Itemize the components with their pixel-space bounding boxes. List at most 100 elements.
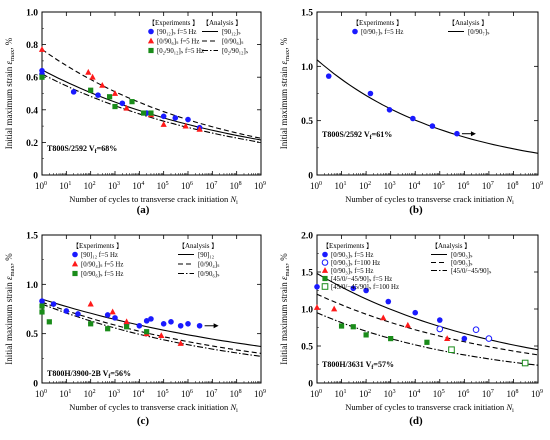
chart-panel-2: 100 101 102 103 104 105 106 107 108 109 0 0.5 1.0 1.5… <box>279 9 543 207</box>
legend-ana-label: [45/0/−45/90]ₛ <box>451 268 492 275</box>
x-tick-label: 103 <box>384 181 396 191</box>
data-point <box>111 90 119 96</box>
data-point <box>87 300 94 307</box>
x-tick-label: 107 <box>205 389 217 399</box>
data-point <box>160 121 167 127</box>
x-tick-label: 109 <box>531 389 543 399</box>
data-point <box>148 110 154 116</box>
data-point <box>521 359 529 367</box>
y-tick-label: 1.5 <box>301 9 313 19</box>
data-point <box>70 89 77 95</box>
data-point <box>472 326 480 334</box>
x-tick-label: 100 <box>35 181 47 191</box>
y-tick-label: 1.5 <box>301 269 313 279</box>
panel-label-3: (c) <box>137 415 150 427</box>
data-point <box>112 315 118 321</box>
data-point <box>461 335 468 342</box>
analysis-curve-dashdot <box>41 303 262 357</box>
y-axis-label: Initial maximum strain εmax, % <box>279 253 291 365</box>
data-point <box>136 322 143 329</box>
data-point <box>89 73 96 80</box>
data-point <box>485 335 493 342</box>
data-point <box>160 321 167 327</box>
x-tick-label: 104 <box>408 181 420 191</box>
x-tick-label: 107 <box>205 181 217 191</box>
x-tick-label: 109 <box>531 181 543 191</box>
legend-exp-label: [0/90₆]ₛ f=5 Hz <box>157 39 199 46</box>
x-tick-label: 105 <box>433 389 445 399</box>
data-point <box>185 321 191 327</box>
legend-marker <box>72 270 78 277</box>
data-point <box>46 319 52 325</box>
data-point <box>143 318 150 324</box>
y-tick-label: 0.5 <box>301 117 313 127</box>
x-tick-label: 101 <box>59 181 71 191</box>
data-point <box>424 339 430 345</box>
y-tick-label: 0.5 <box>301 343 313 353</box>
x-axis-label: Number of cycles to transverse crack ini… <box>345 402 514 414</box>
data-point <box>39 309 45 315</box>
data-point <box>325 73 332 79</box>
material-annotation: T800H/3631 Vf=57% <box>322 360 394 371</box>
y-axis-label: Initial maximum strain εmax, % <box>279 37 291 149</box>
legend-exp-label: [45/0/−45/90]ₛ f=100 Hz <box>331 284 399 291</box>
x-tick-label: 104 <box>132 181 144 191</box>
y-tick-label: 1.5 <box>26 232 38 242</box>
legend-ana-label: [90₁₂]ₛ <box>222 29 241 36</box>
legend-marker <box>321 283 329 290</box>
data-point <box>75 311 81 317</box>
data-point <box>444 335 451 341</box>
legend-exp-label: [90₁₂]ₛ f=5 Hz <box>157 29 196 36</box>
panel-label-1: (a) <box>137 204 150 216</box>
data-point <box>88 321 94 327</box>
data-point <box>38 46 46 52</box>
x-tick-label: 104 <box>132 389 144 399</box>
legend-marker <box>321 259 329 266</box>
x-axis-label: Number of cycles to transverse crack ini… <box>69 194 238 206</box>
legend-exp-header: 【Experiments 】 <box>148 19 199 27</box>
x-tick-label: 105 <box>433 181 445 191</box>
data-point <box>185 116 191 123</box>
data-point <box>196 322 203 329</box>
data-point <box>107 94 113 100</box>
x-tick-label: 103 <box>108 389 120 399</box>
data-point <box>350 285 357 292</box>
data-point <box>386 107 393 113</box>
legend-marker <box>71 260 79 267</box>
analysis-curve-dashdot <box>41 73 262 143</box>
x-tick-label: 106 <box>457 389 469 399</box>
x-tick-label: 107 <box>482 181 494 191</box>
legend-exp-label: [0/90₄]ₛ f=5 Hz <box>81 262 123 269</box>
y-tick-label: 0 <box>33 172 38 182</box>
y-tick-label: 0.4 <box>26 106 38 116</box>
x-tick-label: 102 <box>84 181 96 191</box>
x-tick-label: 108 <box>230 181 242 191</box>
x-tick-label: 108 <box>506 181 518 191</box>
analysis-curve-dashed <box>316 293 539 356</box>
chart-panel-4: 100 101 102 103 104 105 106 107 108 109 0 0.5 1.0 1.5… <box>279 232 543 415</box>
analysis-curve-dashed <box>41 49 262 139</box>
data-point <box>123 104 130 111</box>
data-point <box>109 308 116 315</box>
x-tick-label: 109 <box>254 181 266 191</box>
data-point <box>367 90 374 97</box>
y-tick-label: 1.0 <box>301 63 313 73</box>
legend-ana-label: [0₂/90₁₂]ₛ <box>222 48 249 55</box>
legend-exp-label: [90]₁₂ f=5 Hz <box>81 252 118 259</box>
x-tick-label: 100 <box>35 389 47 399</box>
analysis-curve-solid <box>41 298 262 348</box>
y-tick-label: 1.0 <box>301 306 313 316</box>
plot-frame <box>316 11 539 176</box>
legend-exp-header: 【Experiments 】 <box>72 242 123 250</box>
x-tick-label: 102 <box>84 389 96 399</box>
x-tick-label: 105 <box>157 389 169 399</box>
y-tick-label: 0 <box>33 380 38 390</box>
data-point <box>172 115 179 121</box>
analysis-curve-dashdot <box>316 312 539 366</box>
data-point <box>39 303 45 309</box>
x-tick-label: 101 <box>335 181 347 191</box>
data-point <box>158 332 165 339</box>
data-point <box>338 323 345 329</box>
data-point <box>350 324 356 330</box>
data-point <box>177 322 184 329</box>
